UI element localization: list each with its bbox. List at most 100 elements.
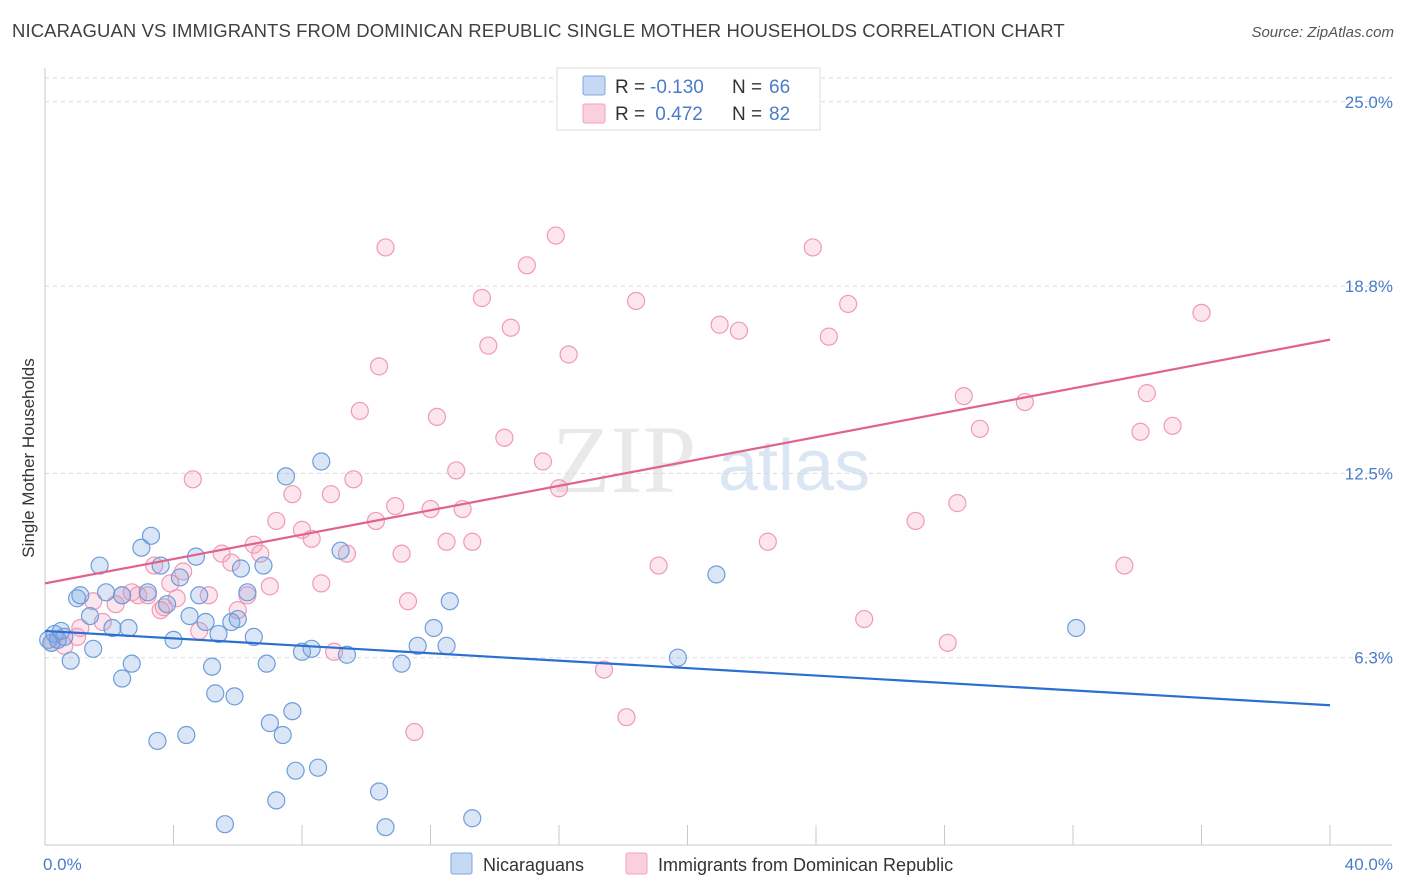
dominican-point-26 [251, 544, 270, 563]
dominican-point-74 [954, 386, 973, 406]
y-tick-label-1: 12.5% [1345, 464, 1393, 483]
source-label: Source: ZipAtlas.com [1251, 24, 1394, 41]
nicaraguan-point-37 [228, 609, 247, 629]
nicaraguan-point-12 [96, 583, 116, 602]
y-tick-label-0: 6.3% [1354, 649, 1393, 668]
dominican-point-65 [729, 321, 749, 340]
dominican-point-55 [517, 256, 536, 275]
dominican-point-68 [819, 327, 838, 346]
nicaraguan-point-45 [273, 725, 292, 745]
nicaraguan-point-57 [392, 654, 411, 673]
nicaraguan-point-30 [196, 612, 215, 632]
dominican-point-54 [501, 318, 520, 337]
dominican-point-37 [350, 401, 369, 421]
dominican-point-52 [479, 336, 498, 355]
chart-title: NICARAGUAN VS IMMIGRANTS FROM DOMINICAN … [12, 20, 1065, 41]
dominican-point-75 [970, 419, 989, 438]
y-tick-label-2: 18.8% [1345, 277, 1393, 296]
dominican-point-51 [472, 288, 491, 308]
dominican-point-36 [344, 470, 363, 489]
nicaraguan-point-60 [437, 636, 456, 655]
nicaraguan-point-7 [68, 589, 87, 608]
legend-r-value-2: 0.472 [650, 104, 703, 125]
nicaraguan-point-36 [225, 687, 244, 706]
nicaraguan-point-10 [84, 639, 103, 658]
nicaraguan-point-18 [132, 538, 151, 557]
dominican-point-32 [312, 574, 331, 593]
nicaraguan-point-34 [215, 815, 234, 834]
dominican-point-40 [376, 238, 395, 257]
dominican-point-61 [617, 708, 636, 727]
legend-box: R = -0.130 N = 66 R = 0.472 N = 82 [556, 67, 821, 131]
dominican-point-39 [370, 357, 389, 376]
nicaraguan-point-40 [244, 627, 263, 646]
dominican-point-57 [546, 226, 565, 245]
nicaraguan-point-8 [71, 586, 90, 605]
dominican-point-33 [321, 485, 341, 504]
nicaraguan-point-20 [141, 526, 161, 545]
dominican-point-20 [199, 586, 218, 605]
dominican-point-69 [839, 294, 858, 314]
nicaraguan-point-41 [254, 556, 273, 575]
nicaraguan-point-27 [180, 606, 199, 626]
legend-n-label-1: N = [732, 77, 762, 98]
bottom-legend-label-dominican: Immigrants from Dominican Republic [658, 855, 953, 875]
dominican-point-42 [392, 544, 411, 563]
dominican-point-60 [594, 660, 614, 679]
legend-n-label-2: N = [732, 104, 762, 125]
legend-swatch-dominican [582, 103, 606, 124]
dominican-point-46 [427, 407, 447, 427]
x-tick-label-0: 0.0% [43, 855, 82, 874]
dominican-trend-line [44, 338, 1331, 585]
legend-n-value-2: 82 [769, 104, 790, 125]
dominican-point-27 [260, 577, 279, 596]
nicaraguan-point-39 [238, 583, 257, 602]
y-tick-label-3: 25.0% [1345, 93, 1393, 112]
dominican-point-41 [386, 496, 405, 516]
dominican-point-81 [1192, 303, 1211, 322]
dominican-point-47 [437, 532, 456, 551]
watermark: ZIP atlas [552, 406, 870, 513]
dominican-point-44 [405, 722, 424, 742]
dominican-point-67 [803, 238, 822, 257]
dominican-point-28 [267, 511, 286, 531]
bottom-legend-swatch-nicaraguans [450, 852, 473, 875]
nicaraguan-point-64 [707, 565, 726, 584]
nicaraguan-point-9 [80, 606, 100, 626]
nicaraguan-point-61 [440, 592, 459, 611]
dominican-point-18 [183, 470, 202, 489]
y-axis-label: Single Mother Households [19, 358, 38, 557]
nicaraguan-point-51 [308, 758, 328, 777]
nicaraguan-point-17 [122, 654, 141, 673]
dominican-point-22 [222, 553, 241, 572]
nicaraguan-point-62 [463, 809, 482, 828]
watermark-zip: ZIP [552, 406, 696, 513]
bottom-legend-swatch-dominican [625, 852, 648, 875]
nicaraguan-point-42 [257, 654, 276, 673]
nicaraguan-point-16 [119, 618, 138, 638]
dominican-point-64 [710, 315, 729, 334]
dominican-point-29 [283, 485, 302, 504]
nicaraguan-point-31 [202, 657, 222, 676]
nicaraguan-point-50 [302, 639, 321, 658]
dominican-point-66 [758, 532, 777, 551]
bottom-legend-label-nicaraguans: Nicaraguans [483, 855, 584, 875]
nicaraguan-point-56 [376, 818, 395, 837]
nicaraguan-point-59 [424, 618, 443, 638]
nicaraguan-point-46 [276, 467, 296, 486]
nicaraguan-point-15 [112, 669, 132, 688]
dominican-point-62 [626, 291, 646, 311]
bottom-legend: Nicaraguans Immigrants from Dominican Re… [450, 852, 953, 875]
dominican-point-73 [948, 494, 967, 513]
dominican-point-14 [154, 598, 173, 617]
nicaraguan-point-25 [170, 568, 190, 587]
legend-r-label-2: R = [615, 104, 645, 125]
nicaraguan-point-53 [331, 541, 350, 560]
legend-r-label-1: R = [615, 77, 645, 98]
dominican-point-7 [106, 595, 125, 614]
legend-swatch-nicaraguans [582, 75, 606, 96]
dominican-point-70 [855, 609, 874, 629]
dominican-point-50 [463, 532, 482, 551]
nicaraguan-point-24 [164, 630, 183, 649]
